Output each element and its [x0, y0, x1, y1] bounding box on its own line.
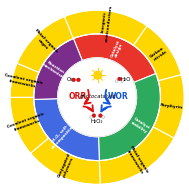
Text: photocatalyst: photocatalyst — [79, 94, 115, 99]
Text: Covalent organic
frameworks: Covalent organic frameworks — [3, 73, 44, 90]
Text: O₂: O₂ — [67, 77, 73, 82]
Circle shape — [94, 71, 102, 79]
Circle shape — [58, 58, 137, 137]
Text: Catalyst
stability: Catalyst stability — [130, 116, 150, 134]
Circle shape — [118, 77, 121, 81]
Text: Porphyrin: Porphyrin — [160, 103, 184, 110]
Text: H₂O₂: H₂O₂ — [91, 119, 103, 124]
Wedge shape — [34, 99, 99, 161]
Wedge shape — [98, 74, 160, 160]
Text: Covalent organic
frameworks: Covalent organic frameworks — [6, 112, 46, 134]
Wedge shape — [153, 75, 184, 138]
Text: Reaction
mechanism: Reaction mechanism — [41, 59, 67, 80]
Circle shape — [77, 78, 80, 82]
Circle shape — [115, 80, 118, 82]
Text: Metal-organic
cages: Metal-organic cages — [31, 29, 59, 58]
Text: Carbon
nitride: Carbon nitride — [149, 46, 168, 62]
Wedge shape — [74, 34, 156, 82]
Text: Conjugated
polymers: Conjugated polymers — [57, 152, 76, 180]
Text: Inorganic
semiconductors: Inorganic semiconductors — [100, 4, 113, 42]
Text: Metal-organic
frameworks: Metal-organic frameworks — [125, 145, 149, 177]
Text: H₂O: H₂O — [121, 77, 131, 82]
Text: ORR: ORR — [68, 92, 86, 101]
Wedge shape — [10, 63, 39, 97]
Circle shape — [121, 80, 124, 82]
Circle shape — [92, 114, 96, 117]
Circle shape — [102, 116, 105, 118]
Wedge shape — [99, 127, 174, 184]
Wedge shape — [17, 16, 74, 73]
Wedge shape — [10, 97, 49, 153]
Wedge shape — [30, 138, 100, 184]
Text: Catalyst
design: Catalyst design — [110, 39, 125, 60]
Wedge shape — [34, 39, 82, 99]
Circle shape — [99, 114, 102, 117]
Wedge shape — [64, 10, 147, 45]
Text: H₂O₂ self-
decomposition: H₂O₂ self- decomposition — [48, 120, 77, 150]
Text: WOR: WOR — [107, 92, 128, 101]
Wedge shape — [133, 26, 181, 81]
Circle shape — [90, 116, 92, 118]
Circle shape — [72, 78, 75, 82]
